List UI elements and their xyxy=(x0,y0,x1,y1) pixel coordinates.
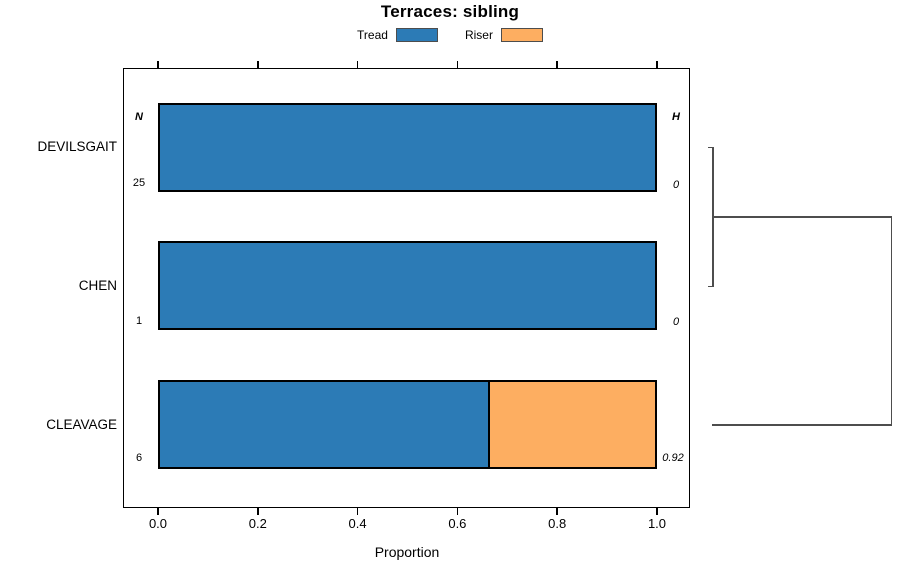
x-axis-title: Proportion xyxy=(374,544,440,560)
x-axis-top-tick xyxy=(257,61,259,68)
category-label-chen: CHEN xyxy=(78,278,117,293)
dendrogram-merge2-vertical xyxy=(890,216,892,425)
n-column-header: N xyxy=(135,111,143,123)
category-label-devilsgait: DEVILSGAIT xyxy=(37,139,117,154)
legend-item-tread: Tread xyxy=(357,28,438,42)
x-axis-tick-label: 0.8 xyxy=(548,516,567,531)
dendrogram-leaf-devilsgait xyxy=(708,146,714,148)
h-column-header: H xyxy=(672,111,680,123)
bar-chen xyxy=(158,241,657,330)
dendrogram-merge2-top-branch xyxy=(712,216,892,218)
x-axis-bottom-tick xyxy=(556,508,558,515)
x-axis-bottom-tick xyxy=(257,508,259,515)
x-axis-bottom-tick xyxy=(656,508,658,515)
n-value-cleavage: 6 xyxy=(135,452,143,464)
h-value-devilsgait: 0 xyxy=(672,179,680,191)
x-axis-tick-label: 1.0 xyxy=(647,516,667,531)
tread-color-swatch xyxy=(395,28,438,42)
x-axis-top-tick xyxy=(556,61,558,68)
riser-color-swatch xyxy=(500,28,543,42)
x-axis-top-tick xyxy=(656,61,658,68)
chart-title: Terraces: sibling xyxy=(380,2,520,21)
x-axis-top-tick xyxy=(157,61,159,68)
h-value-cleavage: 0.92 xyxy=(662,452,684,464)
bar-segment-riser xyxy=(490,382,655,467)
bar-devilsgait xyxy=(158,103,657,192)
n-value-devilsgait: 25 xyxy=(132,177,146,189)
legend-label-tread: Tread xyxy=(357,28,388,42)
bar-segment-tread xyxy=(160,243,655,328)
h-value-chen: 0 xyxy=(672,316,680,328)
x-axis-tick-label: 0.6 xyxy=(448,516,467,531)
legend: Tread Riser xyxy=(0,25,900,45)
bar-segment-tread xyxy=(160,382,491,467)
dendrogram-leaf-cleavage xyxy=(712,424,892,426)
n-value-chen: 1 xyxy=(135,315,143,327)
bar-cleavage xyxy=(158,380,657,469)
x-axis-bottom-tick xyxy=(157,508,159,515)
x-axis-tick-label: 0.0 xyxy=(148,516,168,531)
legend-item-riser: Riser xyxy=(465,28,543,42)
x-axis-bottom-tick xyxy=(456,508,459,515)
category-label-cleavage: CLEAVAGE xyxy=(46,417,117,432)
bar-segment-tread xyxy=(160,105,655,190)
x-axis-top-tick xyxy=(456,61,459,68)
x-axis-tick-label: 0.4 xyxy=(348,516,367,531)
dendrogram-leaf-chen xyxy=(708,285,714,287)
x-axis-bottom-tick xyxy=(356,508,359,515)
x-axis-tick-label: 0.2 xyxy=(248,516,267,531)
legend-label-riser: Riser xyxy=(464,28,493,42)
x-axis-top-tick xyxy=(356,61,359,68)
